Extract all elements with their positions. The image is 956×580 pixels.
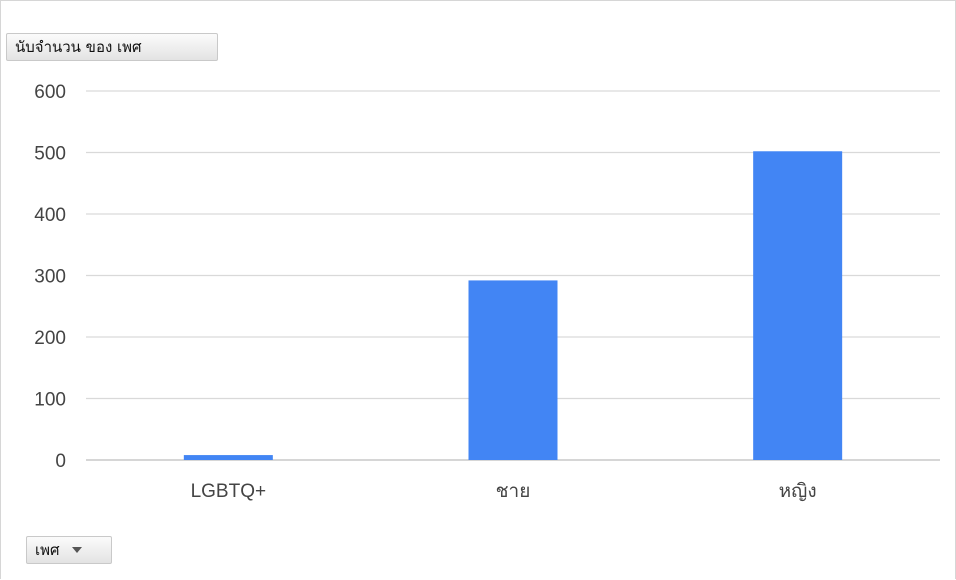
bars (183, 151, 843, 460)
y-tick-label: 100 (34, 390, 66, 411)
y-tick-label: 0 (55, 451, 66, 472)
x-tick-labels: LGBTQ+ ชาย หญิง (191, 481, 817, 502)
y-tick-label: 500 (34, 144, 66, 165)
bar[interactable] (183, 455, 273, 460)
y-tick-label: 400 (34, 205, 66, 226)
x-tick-label: ชาย (496, 481, 531, 502)
x-tick-label: หญิง (779, 481, 817, 502)
y-tick-label: 300 (34, 267, 66, 288)
chevron-down-icon (71, 547, 82, 553)
filter-label: เพศ (35, 541, 60, 559)
chart-title[interactable]: นับจำนวน ของ เพศ (6, 33, 218, 61)
bar[interactable] (753, 151, 843, 460)
y-tick-labels: 0 100 200 300 400 500 600 (34, 82, 66, 472)
x-tick-label: LGBTQ+ (191, 481, 267, 502)
y-tick-label: 600 (34, 82, 66, 103)
y-tick-label: 200 (34, 328, 66, 349)
filter-dropdown[interactable]: เพศ (26, 536, 112, 564)
bar[interactable] (468, 280, 558, 460)
